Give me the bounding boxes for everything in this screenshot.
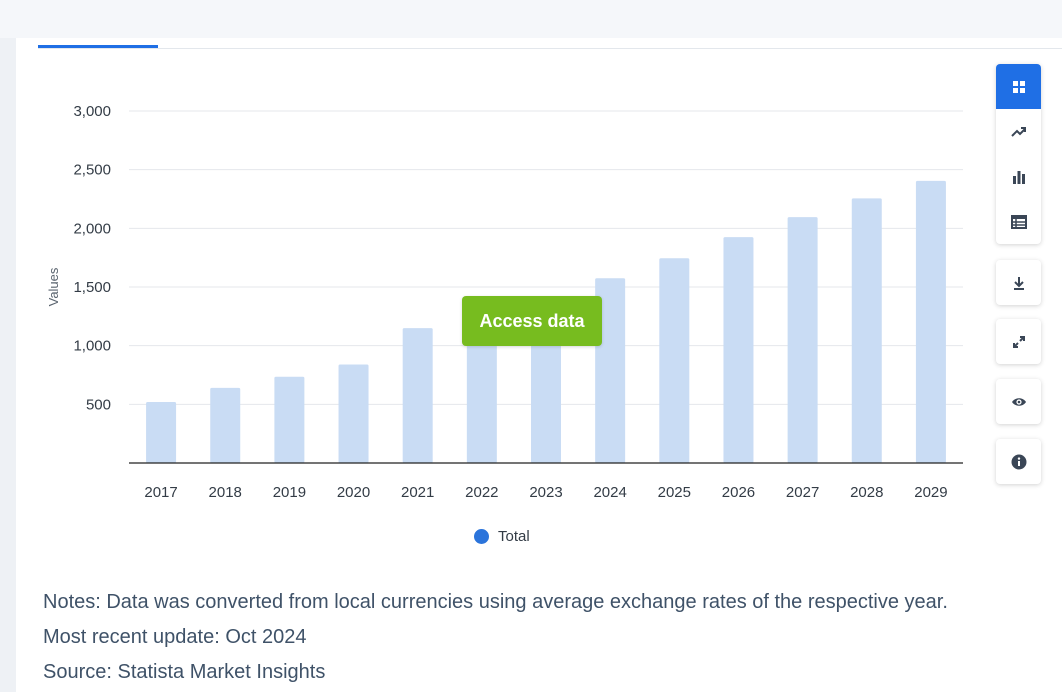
bar-2027[interactable] [787,217,818,463]
y-tick-label: 1,000 [73,338,111,355]
y-axis-label: Values [46,267,61,306]
preview-group [996,379,1041,424]
download-group [996,260,1041,305]
bar-2029[interactable] [915,180,946,463]
left-strip [0,38,16,692]
x-tick-label: 2021 [401,484,434,501]
y-tick-label: 1,500 [73,279,111,296]
x-tick-label: 2026 [722,484,755,501]
tab-divider [38,48,1062,49]
x-tick-label: 2024 [593,484,626,501]
table-view-button[interactable] [996,199,1041,244]
bar-2024[interactable] [595,278,626,463]
x-tick-label: 2022 [465,484,498,501]
x-axis-ticks: 2017 2018 2019 2020 2021 2022 2023 2024 2025 2026… [144,484,947,501]
x-tick-label: 2019 [273,484,306,501]
fullscreen-group [996,319,1041,364]
chart-legend[interactable]: Total [474,528,530,545]
table-icon [1010,214,1027,229]
info-icon [1011,454,1026,469]
grid-view-button[interactable] [996,64,1041,109]
x-tick-label: 2023 [529,484,562,501]
x-tick-label: 2028 [850,484,883,501]
chart-notes: Notes: Data was converted from local cur… [43,585,948,690]
x-tick-label: 2018 [209,484,242,501]
bar-2019[interactable] [274,376,305,463]
bar-2017[interactable] [146,401,177,463]
download-icon [1013,276,1024,290]
x-tick-label: 2029 [914,484,947,501]
grid-icon [1012,80,1025,93]
legend-label-total: Total [498,528,530,545]
bars [146,180,946,463]
line-chart-button[interactable] [996,109,1041,154]
expand-icon [1012,335,1025,348]
preview-button[interactable] [996,379,1041,424]
trend-line-icon [1010,126,1026,137]
update-text: Most recent update: Oct 2024 [43,626,307,648]
info-group [996,439,1041,484]
bar-2025[interactable] [659,258,690,463]
y-axis-ticks: 500 1,000 1,500 2,000 2,500 3,000 [73,103,111,413]
top-strip [0,0,1062,38]
legend-marker-total [474,529,489,544]
y-tick-label: 2,000 [73,220,111,237]
x-tick-label: 2025 [658,484,691,501]
y-tick-label: 2,500 [73,162,111,179]
bar-chart-icon [1012,170,1025,184]
notes-text: Notes: Data was converted from local cur… [43,591,948,613]
source-text: Source: Statista Market Insights [43,661,326,683]
chart-type-toolbar [996,64,1041,244]
x-tick-label: 2017 [144,484,177,501]
y-tick-label: 500 [86,396,111,413]
active-tab-indicator [38,45,158,48]
info-button[interactable] [996,439,1041,484]
fullscreen-button[interactable] [996,319,1041,364]
bar-2022[interactable] [466,312,497,463]
bar-2018[interactable] [210,387,241,463]
bar-2021[interactable] [402,328,433,463]
bar-2026[interactable] [723,237,754,463]
bar-2020[interactable] [338,364,369,463]
y-tick-label: 3,000 [73,103,111,120]
bar-2028[interactable] [851,198,882,463]
x-tick-label: 2027 [786,484,819,501]
access-data-button[interactable]: Access data [462,296,602,346]
bar-chart-button[interactable] [996,154,1041,199]
download-button[interactable] [996,260,1041,305]
x-tick-label: 2020 [337,484,370,501]
eye-icon [1011,397,1026,406]
